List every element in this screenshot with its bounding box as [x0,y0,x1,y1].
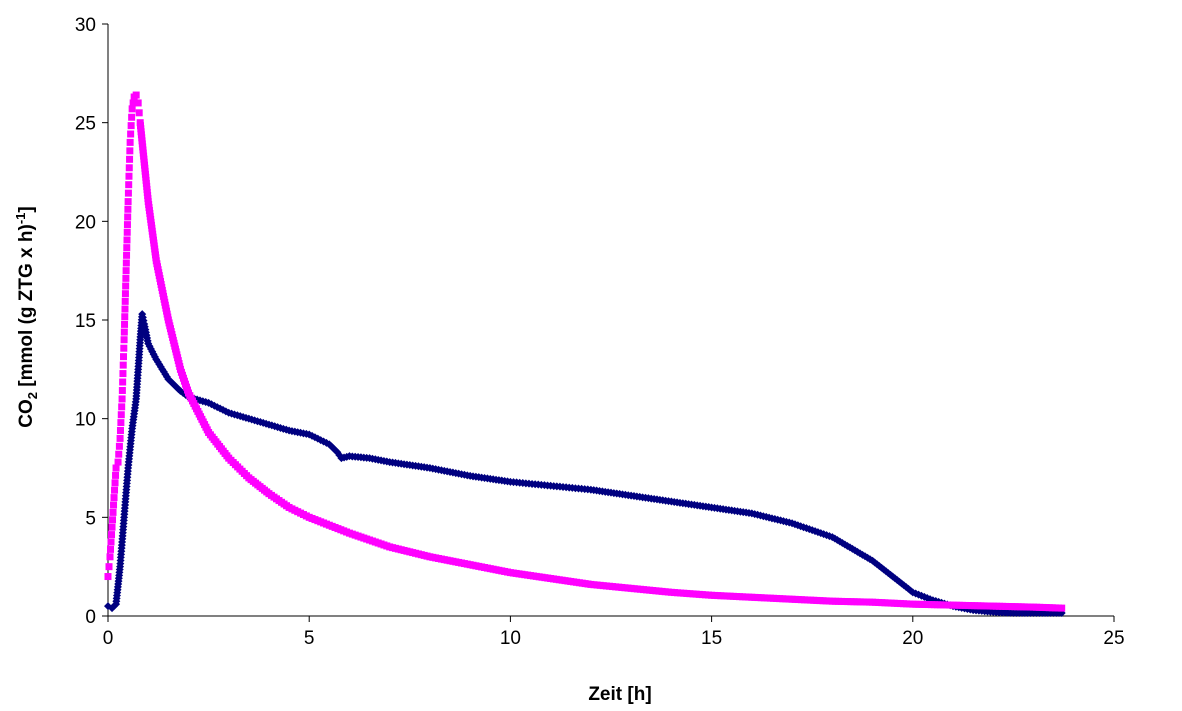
data-point [105,563,113,571]
data-point [1058,604,1066,612]
data-point [124,189,132,197]
data-point [122,259,130,267]
data-point [115,442,123,450]
data-point [109,516,117,524]
data-point [125,181,133,189]
data-point [118,386,126,394]
data-point [123,251,131,259]
data-point [127,122,135,130]
data-point [126,138,134,146]
data-point [126,147,134,155]
data-point [121,297,129,305]
data-point [125,164,133,172]
data-point [120,328,128,336]
data-point [122,274,130,282]
y-tick-label: 30 [75,15,96,36]
data-point [123,236,131,244]
data-point [108,523,116,531]
data-point [119,361,127,369]
y-axis-title-end: ] [16,206,37,212]
data-point [132,91,140,99]
data-point [107,538,115,546]
data-point [128,105,136,113]
x-tick-label: 0 [103,628,114,649]
data-point [125,172,133,180]
x-tick-label: 5 [304,628,315,649]
data-point [115,450,123,458]
data-point [121,290,129,298]
data-point [120,336,128,344]
data-point [104,573,112,581]
data-point [134,99,142,107]
y-axis-ticks: 0 5 10 15 20 25 30 [75,15,108,628]
data-point [110,501,118,509]
data-point [122,282,130,290]
x-axis-title: Zeit [h] [588,684,651,705]
y-axis-title-main: CO [16,399,37,428]
data-point [107,545,115,553]
data-point [123,228,131,236]
x-tick-label: 10 [500,628,521,649]
y-axis-title-subscript: 2 [25,392,40,399]
y-axis-title-middle: [mmol (g ZTG x h) [16,224,37,392]
data-point [111,479,119,487]
data-point [111,486,119,494]
plot-area: 0 5 10 15 20 25 30 0 5 10 15 20 25 [75,15,1125,649]
data-point [110,494,118,502]
data-point [124,205,132,213]
y-tick-label: 20 [75,212,96,233]
data-point [117,419,125,427]
data-point [121,320,129,328]
y-tick-label: 25 [75,114,96,135]
data-point [109,508,117,516]
y-tick-label: 5 [85,508,96,529]
data-point [121,313,129,321]
x-tick-label: 15 [701,628,722,649]
data-point [114,458,122,466]
series-2 [104,91,1066,612]
data-point [120,353,128,361]
data-point [118,395,126,403]
x-tick-label: 25 [1103,628,1124,649]
x-tick-label: 20 [902,628,923,649]
y-axis-title-superscript: -1 [13,213,28,225]
data-point [128,113,136,121]
y-tick-label: 15 [75,311,96,332]
series-1 [104,310,1066,618]
x-axis-ticks: 0 5 10 15 20 25 [103,616,1125,649]
data-point [117,411,125,419]
data-point [122,267,130,275]
y-axis-title: CO2 [mmol (g ZTG x h)-1] [13,206,40,427]
data-point [119,378,127,386]
data-point [106,553,114,561]
data-point [129,99,137,107]
data-point [119,370,127,378]
data-point [126,155,134,163]
data-point [121,305,129,313]
data-point [120,344,128,352]
y-tick-label: 10 [75,410,96,431]
data-point [116,434,124,442]
data-point [135,109,143,117]
data-point [127,130,135,138]
data-point [124,198,132,206]
data-point [116,427,124,435]
data-point [123,244,131,252]
data-point [112,464,120,472]
data-point [124,213,132,221]
data-point [108,531,116,539]
data-point [123,221,131,229]
series-layer [104,91,1066,618]
y-tick-label: 0 [85,607,96,628]
data-point [112,471,120,479]
data-point [118,403,126,411]
